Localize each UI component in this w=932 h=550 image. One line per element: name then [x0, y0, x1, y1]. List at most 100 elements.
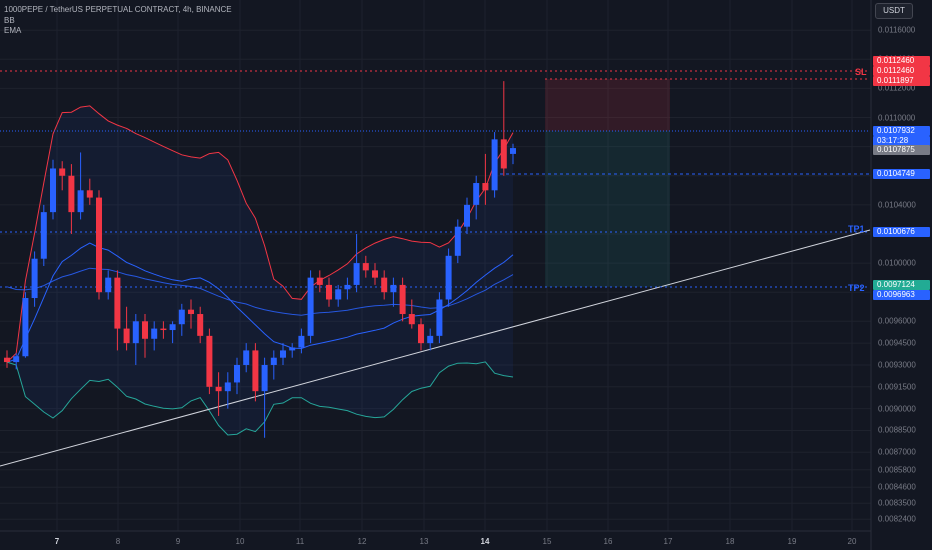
tp1-label: TP1: [848, 224, 865, 234]
bb-basis-line: [6, 242, 514, 363]
time-tick-label: 7: [54, 537, 60, 546]
candle-body: [491, 139, 498, 191]
candle-body: [454, 226, 461, 256]
price-tick-label: 0.0087000: [878, 447, 916, 457]
position-zones: [545, 79, 670, 287]
candle-body: [234, 364, 240, 383]
candle-body: [436, 299, 443, 336]
time-tick-label: 8: [115, 537, 121, 546]
price-tick-label: 0.0091500: [878, 382, 916, 392]
candle-body: [40, 212, 47, 259]
candle-body: [114, 277, 121, 329]
prev-close-tag: 0.0107875: [873, 145, 930, 155]
trendline: [0, 229, 871, 467]
candle-body: [482, 183, 489, 191]
indicator-bb-label[interactable]: BB: [4, 16, 15, 25]
sl-price-tag: 0.0112460: [873, 56, 930, 66]
price-tick-label: 0.0083500: [878, 498, 916, 508]
candle-body: [390, 284, 397, 293]
candle-body: [280, 350, 286, 358]
candle-body: [188, 309, 194, 315]
time-tick-label: 20: [847, 537, 857, 546]
sl-label: SL: [855, 67, 867, 77]
candle-body: [408, 314, 415, 325]
price-tick-label: 0.0094500: [878, 338, 916, 348]
price-tick-label: 0.0085800: [878, 465, 916, 475]
candle-body: [13, 356, 20, 363]
currency-button[interactable]: USDT: [875, 3, 913, 19]
price-tick-label: 0.0093000: [878, 360, 916, 370]
time-tick-label: 18: [725, 537, 735, 546]
entry-price-tag: 0.0104749: [873, 169, 930, 179]
candle-body: [142, 321, 148, 339]
candle-body: [59, 168, 66, 176]
candle-body: [169, 324, 176, 331]
bb-lower-line: [6, 361, 514, 436]
time-tick-label: 14: [480, 537, 490, 546]
candle-body: [123, 328, 130, 344]
candle-body: [464, 204, 470, 227]
stop-loss-zone: [545, 79, 670, 131]
sl-price-tag-2: 0.0112460: [873, 66, 930, 76]
candle-body: [243, 350, 250, 365]
tp2-price-tag: 0.0097124: [873, 280, 930, 290]
time-tick-label: 10: [235, 537, 245, 546]
tp2-price-tag-2: 0.0096963: [873, 290, 930, 300]
candle-body: [289, 347, 296, 351]
candle-body: [4, 357, 10, 363]
time-tick-label: 16: [603, 537, 613, 546]
candle-body: [206, 335, 213, 387]
candle-body: [362, 263, 369, 271]
time-tick-label: 11: [295, 537, 305, 546]
candle-body: [381, 277, 388, 293]
price-tick-label: 0.0084600: [878, 482, 916, 492]
candle-body: [418, 324, 424, 344]
candle-body: [215, 386, 222, 392]
price-tick-label: 0.0090000: [878, 404, 916, 414]
countdown-tag: 03:17:28: [873, 136, 930, 146]
candle-body: [307, 277, 314, 336]
tp2-label: TP2: [848, 283, 865, 293]
candle-body: [151, 328, 158, 339]
candle-body: [86, 190, 93, 198]
candle-body: [105, 277, 112, 293]
price-tick-label: 0.0088500: [878, 425, 916, 435]
candles: [4, 81, 516, 438]
candle-body: [224, 382, 231, 392]
candle-body: [326, 284, 332, 300]
price-tick-label: 0.0096000: [878, 316, 916, 326]
time-tick-label: 17: [663, 537, 673, 546]
ema-line: [6, 267, 514, 316]
last-price-tag: 0.0107932: [873, 126, 930, 136]
candle-body: [96, 197, 102, 293]
candle-body: [399, 284, 406, 315]
candle-body: [160, 328, 167, 331]
candle-body: [445, 255, 452, 300]
symbol-title[interactable]: 1000PEPE / TetherUS PERPETUAL CONTRACT, …: [4, 5, 232, 14]
candle-body: [77, 190, 84, 213]
candle-body: [316, 277, 323, 285]
time-tick-label: 13: [419, 537, 429, 546]
candle-body: [427, 335, 434, 344]
time-tick-label: 12: [357, 537, 367, 546]
indicator-ema-label[interactable]: EMA: [4, 26, 22, 35]
level-lines: [0, 70, 870, 288]
candle-body: [372, 270, 378, 278]
candle-body: [261, 364, 268, 392]
time-tick-label: 15: [542, 537, 552, 546]
candle-body: [510, 148, 516, 154]
candle-body: [270, 357, 277, 365]
candle-body: [252, 350, 259, 392]
bb-fill: [7, 105, 513, 436]
candle-body: [500, 139, 507, 169]
candle-body: [197, 314, 204, 336]
take-profit-zone: [545, 131, 670, 287]
tp1-price-tag: 0.0100676: [873, 227, 930, 237]
sl-price-tag-3: 0.0111897: [873, 76, 930, 86]
candle-body: [50, 168, 56, 213]
candle-body: [353, 263, 360, 285]
price-tick-label: 0.0112000: [878, 83, 916, 93]
price-tick-label: 0.0116000: [878, 25, 916, 35]
candle-body: [132, 321, 139, 344]
